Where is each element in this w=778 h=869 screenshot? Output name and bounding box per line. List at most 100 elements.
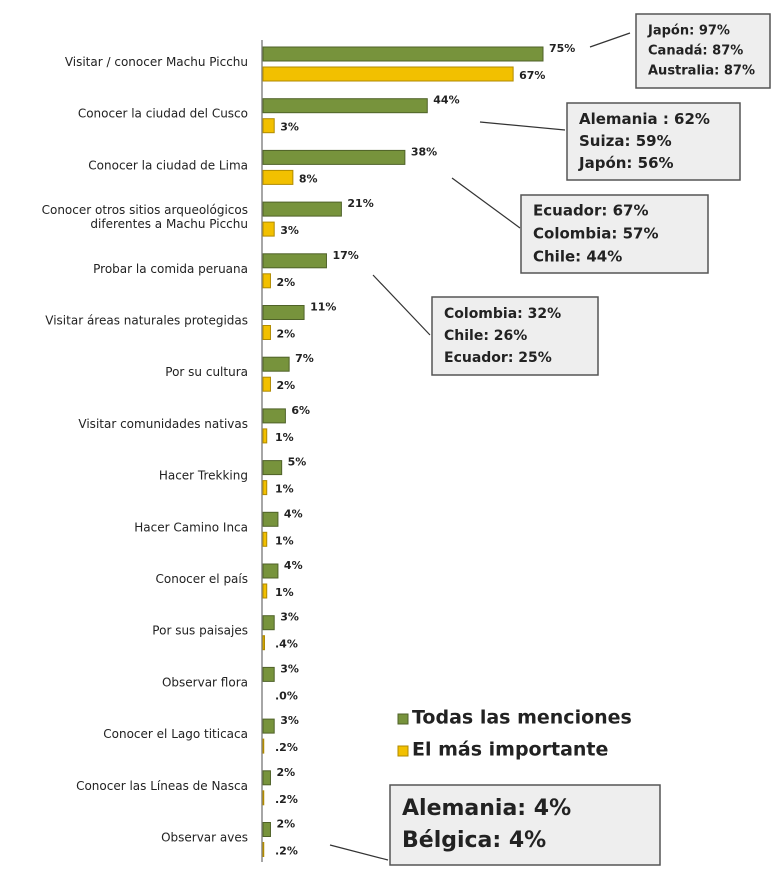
category-label-line: Por su cultura <box>165 365 248 379</box>
annotation-box <box>520 194 709 274</box>
value-label: .2% <box>275 845 298 858</box>
bar <box>262 253 327 269</box>
value-label: 3% <box>280 714 299 727</box>
bar <box>262 563 279 579</box>
value-label: 2% <box>276 818 295 831</box>
category-label-line: Por sus paisajes <box>152 623 248 637</box>
category-label: Conocer la ciudad de Lima <box>88 158 248 172</box>
value-label: 7% <box>295 352 314 365</box>
annotation-text: Colombia: 32% <box>444 306 561 322</box>
bar <box>262 666 275 682</box>
bar <box>262 66 514 82</box>
annotation-text: Chile: 44% <box>533 248 622 266</box>
category-label: Observar flora <box>162 675 248 689</box>
value-label: 2% <box>276 276 295 289</box>
leader-line <box>329 844 389 861</box>
bar <box>262 221 275 237</box>
value-label: .4% <box>275 638 298 651</box>
category-label-line: Conocer otros sitios arqueológicos <box>42 203 248 217</box>
annotation-text: Alemania: 4% <box>402 796 571 821</box>
category-label: Hacer Trekking <box>159 468 248 482</box>
category-label: Visitar áreas naturales protegidas <box>45 313 248 327</box>
annotation-text: Colombia: 57% <box>533 225 659 243</box>
value-label: .2% <box>275 793 298 806</box>
annotation-text: Ecuador: 67% <box>533 202 649 220</box>
bar <box>262 305 305 320</box>
category-label: Conocer el país <box>156 572 248 586</box>
bar <box>262 480 268 496</box>
legend-label: El más importante <box>412 739 608 761</box>
bar <box>262 408 286 424</box>
legend-swatch <box>397 713 409 725</box>
category-label-line: Conocer la ciudad del Cusco <box>78 106 248 120</box>
bar <box>262 428 268 444</box>
bar <box>262 842 265 857</box>
annotation-box <box>566 102 741 181</box>
category-label-line: Hacer Trekking <box>159 468 248 482</box>
value-label: 3% <box>280 611 299 624</box>
bar <box>262 118 275 134</box>
bar <box>262 511 279 527</box>
value-label: 2% <box>276 328 295 341</box>
category-label-line: Visitar comunidades nativas <box>78 416 248 430</box>
category-label-line: Conocer el Lago titicaca <box>103 727 248 741</box>
value-label: 3% <box>280 121 299 134</box>
category-label: Por sus paisajes <box>152 623 248 637</box>
bar <box>262 822 271 837</box>
category-label: Probar la comida peruana <box>93 261 248 275</box>
bar <box>262 583 268 599</box>
value-label: 5% <box>288 456 307 469</box>
leader-line <box>372 274 431 336</box>
value-label: 17% <box>332 249 358 262</box>
category-label-line: Visitar áreas naturales protegidas <box>45 313 248 327</box>
value-label: 3% <box>280 662 299 675</box>
value-label: .0% <box>275 689 298 702</box>
leader-line <box>451 177 521 229</box>
annotation-text: Japón: 56% <box>578 154 674 172</box>
bar <box>262 531 268 547</box>
value-label: 1% <box>275 586 294 599</box>
value-label: 4% <box>284 559 303 572</box>
category-label-line: Probar la comida peruana <box>93 261 248 275</box>
annotation-text: Chile: 26% <box>444 328 527 344</box>
annotation-box <box>389 784 661 866</box>
category-label: Hacer Camino Inca <box>134 520 248 534</box>
annotation-box <box>431 296 599 376</box>
value-label: 1% <box>275 431 294 444</box>
bar <box>262 325 271 340</box>
value-label: 2% <box>276 766 295 779</box>
value-label: 2% <box>276 379 295 392</box>
category-label-line: Conocer el país <box>156 572 248 586</box>
bar <box>262 615 275 631</box>
bar <box>262 149 406 165</box>
value-label: 6% <box>291 404 310 417</box>
bar <box>262 46 544 62</box>
bar <box>262 201 342 217</box>
value-label: 38% <box>411 145 437 158</box>
annotation-text: Suiza: 59% <box>579 132 672 150</box>
bar <box>262 376 271 392</box>
value-label: 44% <box>433 94 459 107</box>
annotation-text: Alemania : 62% <box>579 110 710 128</box>
annotation-text: Ecuador: 25% <box>444 350 552 366</box>
bar <box>262 98 428 114</box>
category-label-line: Conocer la ciudad de Lima <box>88 158 248 172</box>
category-label: Conocer el Lago titicaca <box>103 727 248 741</box>
leader-line <box>479 121 566 131</box>
legend-swatch <box>397 745 409 757</box>
bar <box>262 770 271 786</box>
legend-label: Todas las menciones <box>412 707 632 729</box>
annotation-text: Canadá: 87% <box>648 44 743 59</box>
value-label: 1% <box>275 534 294 547</box>
value-label: 21% <box>347 197 373 210</box>
category-label-line: Observar flora <box>162 675 248 689</box>
bar <box>262 169 294 185</box>
bar <box>262 460 283 476</box>
annotation-box <box>635 13 771 89</box>
category-label: Por su cultura <box>165 365 248 379</box>
value-label: 11% <box>310 301 336 314</box>
value-label: 75% <box>549 42 575 55</box>
value-label: .2% <box>275 741 298 754</box>
bar <box>262 273 271 289</box>
